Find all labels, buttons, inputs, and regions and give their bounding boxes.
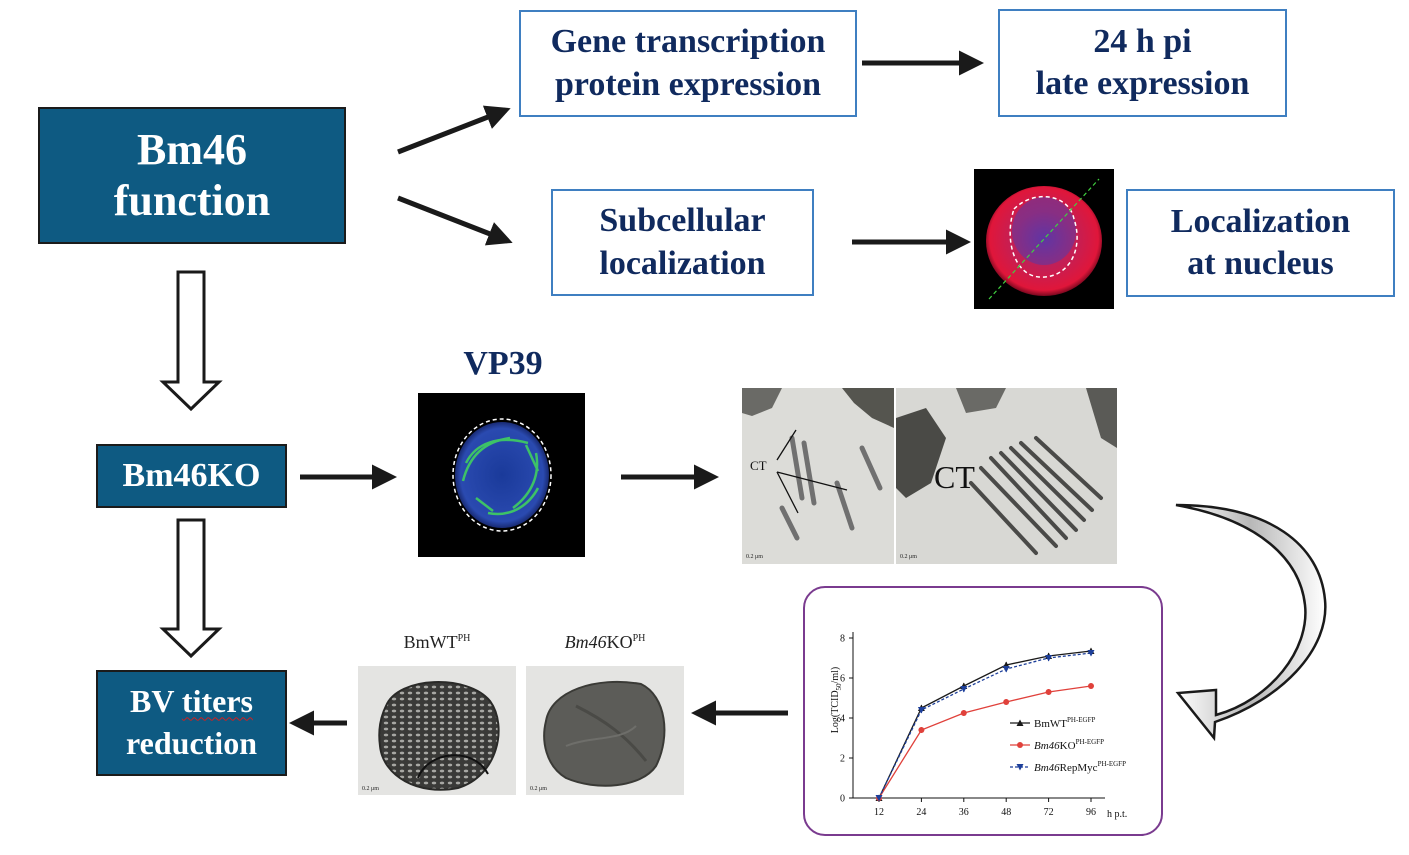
subcellular-box: Subcellular localization: [551, 189, 814, 296]
tem-image-right: CT 0.2 μm: [896, 388, 1117, 564]
tem-image-left: CT 0.2 μm: [742, 388, 894, 564]
arrow-to-gene: [398, 110, 506, 152]
x-tick-label: 12: [874, 807, 884, 818]
curved-arrow: [1176, 505, 1325, 738]
legend-entry: Bm46KOPH-EGFP: [1034, 738, 1104, 752]
data-point: [918, 727, 924, 733]
x-tick-label: 36: [959, 807, 969, 818]
bv-titers-box: BV titers reduction: [96, 670, 287, 776]
arrow-to-subcellular: [398, 198, 508, 241]
bmwt-title-text: BmWT: [404, 632, 458, 652]
late-line1: 24 h pi: [1093, 21, 1191, 64]
ylabel-tail: /ml): [830, 667, 841, 684]
bm46-function-line1: Bm46: [137, 125, 247, 176]
hollow-down-arrow-2: [163, 520, 219, 656]
bm46ko-box: Bm46KO: [96, 444, 287, 508]
data-point: [961, 710, 967, 716]
sub-line1: Subcellular: [599, 200, 765, 243]
bv-titers-line1: BV titers: [130, 681, 253, 723]
bmwt-bv-image: 0.2 μm: [358, 666, 516, 795]
x-tick-label: 96: [1086, 807, 1096, 818]
bmwt-title: BmWTPH: [358, 632, 516, 653]
data-point: [1017, 742, 1023, 748]
hollow-down-arrow-1: [163, 272, 219, 409]
y-tick-label: 8: [840, 634, 845, 645]
late-expression-box: 24 h pi late expression: [998, 9, 1287, 117]
y-tick-label: 0: [840, 794, 845, 805]
y-tick-label: 2: [840, 754, 845, 765]
bm46ko-title-sup: PH: [633, 633, 646, 644]
data-point: [1046, 689, 1052, 695]
legend-entry: Bm46RepMycPH-EGFP: [1034, 760, 1126, 774]
bmwt-scale: 0.2 μm: [362, 786, 379, 792]
gene-transcription-box: Gene transcription protein expression: [519, 10, 857, 117]
bv-titers-line2: reduction: [126, 723, 257, 765]
tem-scale-right: 0.2 μm: [900, 554, 917, 560]
x-tick-label: 48: [1001, 807, 1011, 818]
bm46ko-title: Bm46KOPH: [526, 632, 684, 653]
vp39-image: [418, 393, 585, 557]
bv-word: BV: [130, 683, 174, 719]
bm46-function-line2: function: [114, 176, 270, 227]
nucleus-localization-image: [974, 169, 1114, 309]
bm46ko-title-italic: Bm46: [565, 632, 607, 652]
chart-x-axis-label: h p.t.: [1107, 809, 1127, 820]
bmwt-title-sup: PH: [458, 633, 471, 644]
legend-entry: BmWTPH-EGFP: [1034, 716, 1096, 730]
nucleus-line2: at nucleus: [1187, 243, 1333, 286]
late-line2: late expression: [1036, 63, 1250, 106]
data-point: [1088, 683, 1094, 689]
tem-ct-large: CT: [934, 459, 975, 495]
tem-scale-left: 0.2 μm: [746, 554, 763, 560]
sub-line2: localization: [599, 243, 765, 286]
chart-frame: 0 2 4 6 8 12 24 36 48 72 96 BmWTPH-EGFP Bm46KOPH-EG…: [803, 586, 1163, 836]
data-point: [1003, 666, 1010, 673]
gene-line1: Gene transcription: [551, 21, 826, 64]
localization-nucleus-box: Localization at nucleus: [1126, 189, 1395, 297]
x-tick-label: 72: [1044, 807, 1054, 818]
bm46-function-box: Bm46 function: [38, 107, 346, 244]
bm46ko-bv-image: 0.2 μm: [526, 666, 684, 795]
gene-line2: protein expression: [555, 64, 821, 107]
data-point: [1003, 699, 1009, 705]
titers-word: titers: [182, 683, 253, 719]
data-point: [960, 686, 967, 693]
bm46ko-scale: 0.2 μm: [530, 786, 547, 792]
bm46ko-label: Bm46KO: [123, 456, 261, 495]
ylabel-main: Log(TCID: [830, 690, 841, 733]
bm46ko-title-text: KO: [607, 632, 633, 652]
nucleus-line1: Localization: [1171, 201, 1350, 244]
x-tick-label: 24: [916, 807, 926, 818]
vp39-label: VP39: [420, 345, 586, 383]
tem-ct-small: CT: [750, 458, 767, 473]
